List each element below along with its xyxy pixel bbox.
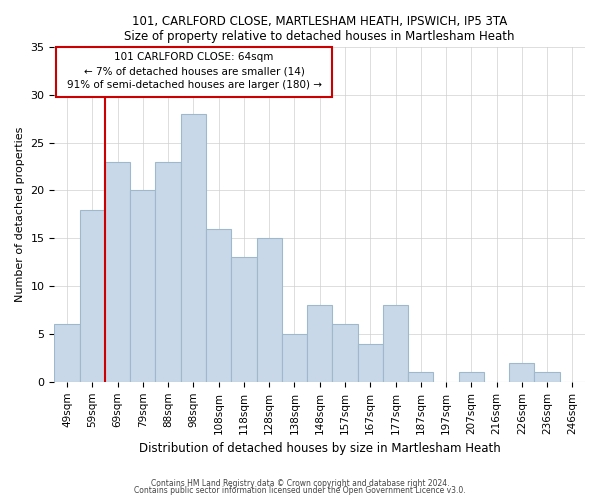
Bar: [307, 306, 332, 382]
Bar: [408, 372, 433, 382]
Bar: [130, 190, 155, 382]
Bar: [282, 334, 307, 382]
Bar: [55, 324, 80, 382]
Bar: [105, 162, 130, 382]
X-axis label: Distribution of detached houses by size in Martlesham Heath: Distribution of detached houses by size …: [139, 442, 500, 455]
Bar: [332, 324, 358, 382]
Bar: [231, 258, 257, 382]
Bar: [155, 162, 181, 382]
Y-axis label: Number of detached properties: Number of detached properties: [15, 126, 25, 302]
Text: Contains HM Land Registry data © Crown copyright and database right 2024.: Contains HM Land Registry data © Crown c…: [151, 478, 449, 488]
Bar: [257, 238, 282, 382]
Text: ← 7% of detached houses are smaller (14): ← 7% of detached houses are smaller (14): [83, 66, 304, 76]
Text: 101 CARLFORD CLOSE: 64sqm: 101 CARLFORD CLOSE: 64sqm: [115, 52, 274, 62]
Bar: [206, 228, 231, 382]
Bar: [358, 344, 383, 382]
Title: 101, CARLFORD CLOSE, MARTLESHAM HEATH, IPSWICH, IP5 3TA
Size of property relativ: 101, CARLFORD CLOSE, MARTLESHAM HEATH, I…: [124, 15, 515, 43]
Text: Contains public sector information licensed under the Open Government Licence v3: Contains public sector information licen…: [134, 486, 466, 495]
Text: 91% of semi-detached houses are larger (180) →: 91% of semi-detached houses are larger (…: [67, 80, 322, 90]
Bar: [458, 372, 484, 382]
Bar: [535, 372, 560, 382]
Bar: [181, 114, 206, 382]
Bar: [509, 362, 535, 382]
Bar: [80, 210, 105, 382]
Bar: [383, 306, 408, 382]
Bar: [56, 47, 332, 96]
